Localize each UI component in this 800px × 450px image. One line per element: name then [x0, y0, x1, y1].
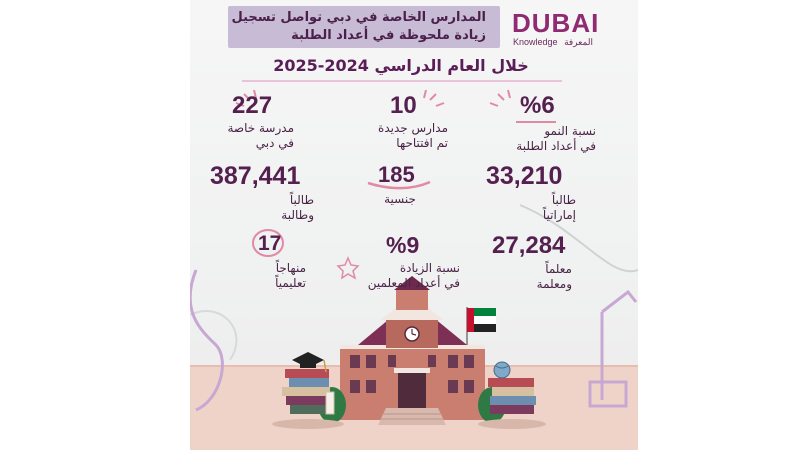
paper-scroll-icon [325, 391, 335, 415]
stat-students-line2: وطالبة [281, 208, 314, 222]
underline-arc [367, 180, 431, 190]
star-icon [336, 256, 360, 280]
stat-new-schools-number: 10 [390, 92, 417, 119]
stat-new-schools-line1: مدارس جديدة [378, 121, 448, 135]
book-stack-right-icon [478, 378, 546, 429]
background-swirl [519, 204, 638, 273]
logo-subtitle: Knowledge المعرفة [513, 37, 593, 48]
stat-emirati-students-number: 33,210 [486, 162, 563, 190]
stat-teacher-increase-line2: في أعداد المعلمين [367, 276, 460, 290]
stat-students-number: 387,441 [210, 162, 301, 190]
stat-teachers-line2: ومعلمة [536, 277, 572, 291]
logo-sub-ar: المعرفة [564, 37, 593, 47]
lavender-box-right [588, 380, 628, 408]
circle-mark [252, 229, 284, 257]
graduation-cap-icon [292, 352, 327, 373]
stat-growth-number: %6 [520, 92, 555, 119]
stat-curricula-line1: منهاجاً [275, 261, 306, 275]
stat-students-line1: طالباً [289, 193, 314, 207]
header-banner: المدارس الخاصة في دبي تواصل تسجيل زيادة … [228, 6, 500, 48]
header-title-line-1: المدارس الخاصة في دبي تواصل تسجيل [231, 10, 486, 25]
stat-teachers-number: 27,284 [492, 232, 566, 259]
lavender-swirl-left [190, 269, 224, 412]
stat-private-schools-number: 227 [232, 92, 273, 119]
stat-nationalities-number: 185 [378, 162, 415, 187]
infographic-panel: المدارس الخاصة في دبي تواصل تسجيل زيادة … [190, 0, 638, 450]
uae-flag-icon [466, 307, 496, 345]
academic-year-subtitle: خلال العام الدراسي 2024-2025 [273, 56, 529, 75]
stat-teacher-increase-number: %9 [386, 232, 420, 258]
stat-curricula-line2: تعليمياً [275, 276, 306, 290]
lavender-frame-right [600, 289, 638, 400]
logo-sub-en: Knowledge [513, 37, 558, 47]
sparkle-marks [235, 89, 511, 107]
dubai-logo: DUBAI [512, 8, 600, 38]
stat-new-schools-line2: تم افتتاحها [396, 136, 448, 150]
stat-teachers-line1: معلماً [545, 262, 572, 276]
stat-emirati-students-line1: طالباً [551, 193, 576, 207]
stat-nationalities-line1: جنسية [384, 192, 416, 206]
school-building [318, 276, 506, 425]
stat-curricula-number: 17 [258, 232, 282, 255]
subtitle-rule [242, 80, 562, 82]
background-swirl-left [190, 310, 238, 361]
stat-growth-line1: نسبة النمو [544, 124, 596, 138]
book-stack-icon [272, 369, 344, 429]
growth-underline [516, 121, 556, 123]
header-title-line-2: زيادة ملحوظة في أعداد الطلبة [291, 28, 486, 43]
stat-private-schools-line1: مدرسة خاصة [227, 121, 294, 135]
stat-growth-line2: في أعداد الطلبة [516, 139, 596, 153]
decorative-illustration [190, 89, 638, 429]
stat-private-schools-line2: في دبي [255, 136, 294, 150]
stat-teacher-increase-line1: نسبة الزيادة [399, 261, 460, 275]
globe-icon [493, 361, 511, 379]
stat-emirati-students-line2: إماراتياً [542, 208, 576, 222]
